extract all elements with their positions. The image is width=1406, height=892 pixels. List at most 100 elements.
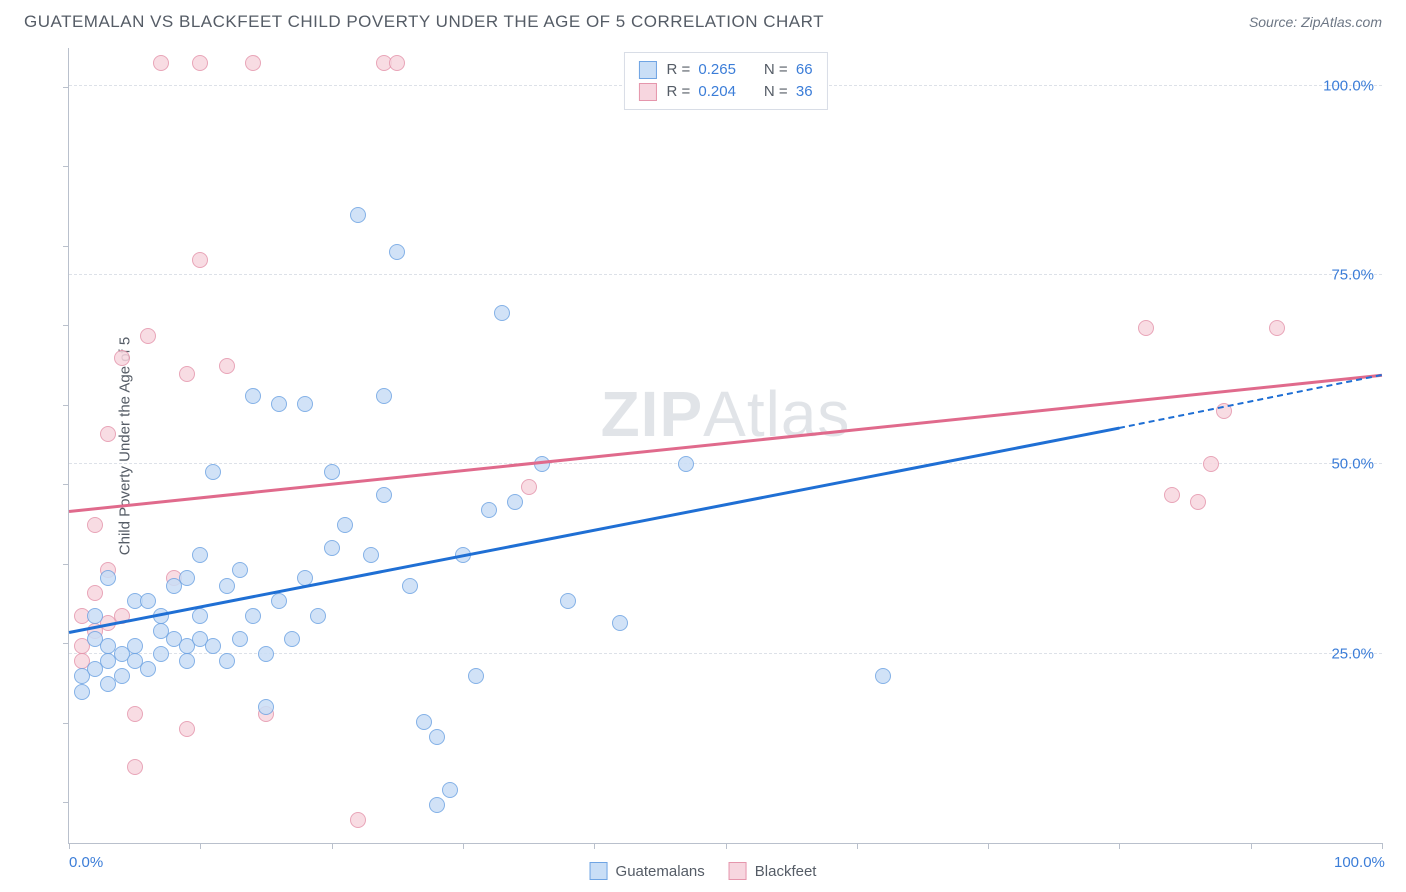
- legend-row-guatemalans: R = 0.265 N = 66: [638, 59, 812, 81]
- data-point-guatemalans: [114, 668, 130, 684]
- x-tick: [857, 843, 858, 849]
- data-point-blackfeet: [1190, 494, 1206, 510]
- data-point-guatemalans: [74, 684, 90, 700]
- y-tick-label: 75.0%: [1331, 267, 1374, 284]
- legend-label-guatemalans: Guatemalans: [616, 863, 705, 880]
- data-point-guatemalans: [678, 456, 694, 472]
- data-point-guatemalans: [507, 494, 523, 510]
- data-point-guatemalans: [205, 638, 221, 654]
- data-point-guatemalans: [494, 305, 510, 321]
- x-tick: [69, 843, 70, 849]
- data-point-blackfeet: [245, 55, 261, 71]
- y-tick: [63, 405, 69, 406]
- data-point-guatemalans: [310, 608, 326, 624]
- data-point-guatemalans: [127, 638, 143, 654]
- y-tick-label: 100.0%: [1323, 77, 1374, 94]
- data-point-guatemalans: [481, 502, 497, 518]
- data-point-blackfeet: [1269, 320, 1285, 336]
- data-point-guatemalans: [271, 396, 287, 412]
- swatch-blackfeet: [638, 83, 656, 101]
- x-tick: [463, 843, 464, 849]
- x-tick-label: 100.0%: [1334, 854, 1385, 871]
- data-point-guatemalans: [416, 714, 432, 730]
- legend-stats: R = 0.265 N = 66 R = 0.204 N = 36: [623, 52, 827, 110]
- trendline-guatemalans-extrapolated: [1119, 374, 1382, 429]
- data-point-guatemalans: [363, 547, 379, 563]
- data-point-blackfeet: [521, 479, 537, 495]
- data-point-blackfeet: [114, 350, 130, 366]
- x-tick: [594, 843, 595, 849]
- data-point-guatemalans: [153, 646, 169, 662]
- source-attribution: Source: ZipAtlas.com: [1249, 14, 1382, 30]
- data-point-blackfeet: [87, 517, 103, 533]
- x-tick: [1119, 843, 1120, 849]
- data-point-guatemalans: [258, 646, 274, 662]
- x-tick: [200, 843, 201, 849]
- data-point-guatemalans: [468, 668, 484, 684]
- legend-series: Guatemalans Blackfeet: [590, 862, 817, 880]
- gridline: [69, 274, 1382, 275]
- data-point-guatemalans: [245, 608, 261, 624]
- data-point-guatemalans: [219, 653, 235, 669]
- data-point-guatemalans: [192, 547, 208, 563]
- y-tick: [63, 564, 69, 565]
- data-point-guatemalans: [376, 388, 392, 404]
- data-point-blackfeet: [127, 706, 143, 722]
- data-point-blackfeet: [1203, 456, 1219, 472]
- data-point-blackfeet: [350, 812, 366, 828]
- data-point-guatemalans: [389, 244, 405, 260]
- data-point-guatemalans: [140, 593, 156, 609]
- data-point-guatemalans: [337, 517, 353, 533]
- data-point-guatemalans: [534, 456, 550, 472]
- x-tick-label: 0.0%: [69, 854, 103, 871]
- watermark: ZIPAtlas: [601, 377, 851, 451]
- data-point-guatemalans: [442, 782, 458, 798]
- x-tick: [1382, 843, 1383, 849]
- data-point-guatemalans: [258, 699, 274, 715]
- data-point-blackfeet: [179, 366, 195, 382]
- data-point-guatemalans: [87, 608, 103, 624]
- swatch-guatemalans: [638, 61, 656, 79]
- data-point-guatemalans: [100, 570, 116, 586]
- y-tick: [63, 325, 69, 326]
- data-point-blackfeet: [153, 55, 169, 71]
- data-point-guatemalans: [324, 464, 340, 480]
- data-point-guatemalans: [192, 608, 208, 624]
- data-point-guatemalans: [205, 464, 221, 480]
- data-point-blackfeet: [100, 426, 116, 442]
- swatch-blackfeet: [729, 862, 747, 880]
- data-point-guatemalans: [324, 540, 340, 556]
- data-point-guatemalans: [612, 615, 628, 631]
- data-point-guatemalans: [429, 729, 445, 745]
- data-point-guatemalans: [376, 487, 392, 503]
- y-tick-label: 50.0%: [1331, 456, 1374, 473]
- data-point-guatemalans: [140, 661, 156, 677]
- y-tick: [63, 723, 69, 724]
- data-point-guatemalans: [560, 593, 576, 609]
- data-point-guatemalans: [179, 653, 195, 669]
- y-tick-label: 25.0%: [1331, 645, 1374, 662]
- legend-item-blackfeet: Blackfeet: [729, 862, 817, 880]
- data-point-guatemalans: [402, 578, 418, 594]
- data-point-blackfeet: [1138, 320, 1154, 336]
- data-point-blackfeet: [127, 759, 143, 775]
- y-tick: [63, 484, 69, 485]
- data-point-blackfeet: [219, 358, 235, 374]
- data-point-guatemalans: [179, 570, 195, 586]
- data-point-blackfeet: [87, 585, 103, 601]
- data-point-guatemalans: [297, 396, 313, 412]
- trendline-blackfeet: [69, 374, 1382, 513]
- y-tick: [63, 643, 69, 644]
- data-point-guatemalans: [245, 388, 261, 404]
- x-tick: [332, 843, 333, 849]
- data-point-guatemalans: [350, 207, 366, 223]
- x-tick: [726, 843, 727, 849]
- chart-container: Child Poverty Under the Age of 5 ZIPAtla…: [24, 48, 1382, 844]
- data-point-guatemalans: [429, 797, 445, 813]
- swatch-guatemalans: [590, 862, 608, 880]
- x-tick: [988, 843, 989, 849]
- chart-title: GUATEMALAN VS BLACKFEET CHILD POVERTY UN…: [24, 12, 824, 32]
- y-tick: [63, 87, 69, 88]
- data-point-guatemalans: [219, 578, 235, 594]
- data-point-guatemalans: [271, 593, 287, 609]
